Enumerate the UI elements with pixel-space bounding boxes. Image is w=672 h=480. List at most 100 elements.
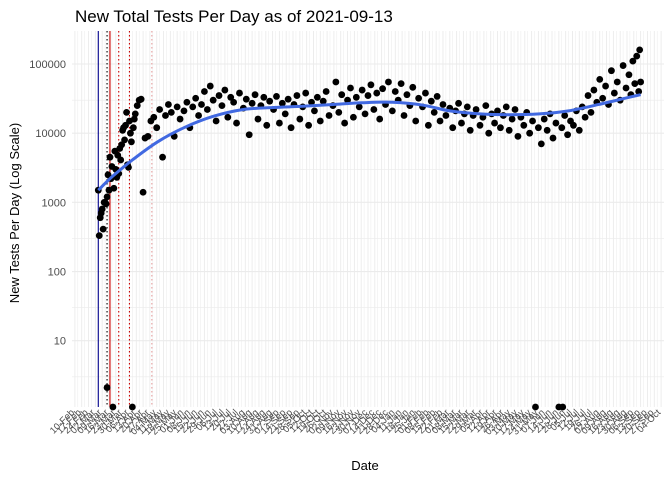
data-point (625, 71, 633, 79)
data-point (543, 126, 551, 134)
data-point (266, 97, 274, 105)
data-point (121, 136, 128, 144)
data-point (254, 115, 262, 123)
data-point (412, 117, 420, 125)
data-point (248, 99, 256, 107)
data-point (322, 88, 330, 95)
data-point (153, 124, 161, 132)
data-point (476, 121, 484, 129)
data-point (215, 92, 223, 99)
x-axis-ticks: 10-Feb17-Feb24-Feb02-Mar09-Mar16-Mar23-M… (48, 407, 663, 437)
data-point (376, 115, 384, 123)
x-axis-title: Date (351, 458, 378, 473)
data-point (332, 78, 340, 86)
data-point (415, 94, 423, 102)
data-point (436, 117, 444, 125)
data-point (133, 102, 141, 110)
data-point (570, 121, 577, 129)
data-point (109, 403, 117, 411)
data-point (319, 97, 327, 105)
data-point (198, 101, 205, 108)
data-point (139, 188, 147, 196)
data-point (532, 403, 539, 411)
data-point (183, 98, 191, 106)
data-point (302, 89, 310, 97)
data-point (422, 89, 429, 97)
data-point (224, 113, 232, 121)
data-point (433, 93, 441, 100)
data-point (278, 99, 286, 107)
chart-title: New Total Tests Per Day as of 2021-09-13 (75, 7, 393, 26)
data-point (316, 117, 324, 125)
data-point (212, 117, 220, 125)
data-point (311, 107, 318, 115)
data-point (367, 81, 375, 89)
data-point (430, 108, 438, 116)
smooth-line (97, 93, 641, 192)
data-point (130, 115, 138, 123)
data-point (370, 106, 378, 113)
data-point (534, 124, 542, 132)
data-point (511, 106, 519, 113)
data-point (349, 113, 357, 121)
data-point (424, 121, 432, 129)
data-point (564, 131, 572, 139)
data-point (610, 89, 618, 97)
data-point (122, 121, 129, 129)
data-point (379, 85, 387, 93)
data-point (164, 101, 172, 108)
data-point (201, 88, 208, 95)
data-point (485, 129, 493, 137)
data-point (463, 103, 471, 111)
data-point (273, 93, 280, 100)
data-point (103, 384, 111, 391)
data-point (355, 103, 363, 111)
data-point (581, 113, 589, 121)
data-point (195, 112, 202, 119)
data-point (117, 156, 125, 164)
data-point (361, 110, 369, 118)
data-point (497, 124, 504, 132)
y-tick-label: 100 (48, 267, 66, 279)
data-point (391, 88, 399, 95)
data-point (633, 52, 641, 60)
data-point (99, 225, 107, 233)
data-point (110, 184, 118, 192)
data-point (397, 80, 405, 88)
data-point (159, 153, 166, 161)
data-point (403, 91, 411, 99)
data-point (236, 89, 243, 97)
data-point (472, 106, 480, 113)
data-point (167, 108, 175, 116)
data-point (622, 84, 630, 92)
data-point (458, 119, 465, 127)
data-point (118, 141, 126, 149)
data-point (602, 82, 609, 90)
data-point (150, 113, 158, 121)
data-point (129, 124, 137, 132)
data-point (552, 119, 560, 127)
data-point (176, 115, 184, 123)
data-point (233, 119, 240, 127)
data-point (575, 126, 583, 134)
data-point (514, 132, 522, 140)
data-point (287, 124, 295, 132)
data-point (613, 78, 621, 86)
data-point (409, 83, 417, 91)
y-tick-label: 10000 (35, 128, 66, 140)
data-point (263, 121, 271, 129)
data-point (192, 94, 200, 102)
data-point (347, 84, 354, 92)
data-point (439, 101, 447, 108)
data-point (608, 67, 615, 75)
data-point (540, 115, 548, 123)
data-point (308, 98, 315, 106)
data-point (505, 126, 513, 134)
data-point (637, 78, 645, 86)
data-point (245, 131, 253, 139)
data-point (102, 200, 110, 208)
data-point (442, 112, 450, 119)
data-point (482, 102, 490, 110)
data-point (596, 75, 604, 83)
